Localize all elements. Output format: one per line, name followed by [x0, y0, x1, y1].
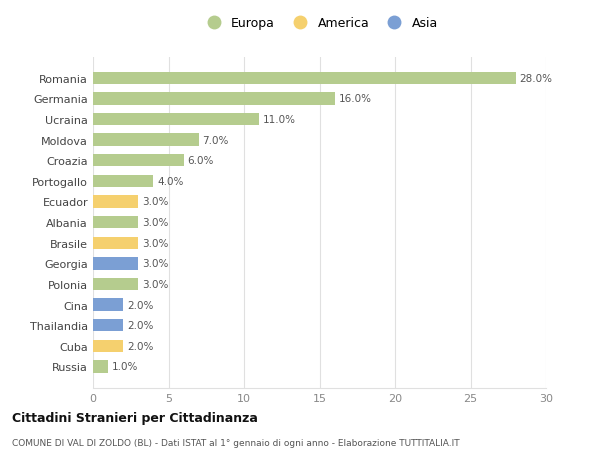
Bar: [93, 113, 259, 126]
Bar: [93, 93, 335, 105]
Bar: [93, 134, 199, 146]
Text: 3.0%: 3.0%: [142, 280, 169, 289]
Bar: [93, 196, 139, 208]
Bar: [93, 360, 108, 373]
Text: 3.0%: 3.0%: [142, 218, 169, 228]
Text: 11.0%: 11.0%: [263, 115, 296, 125]
Bar: [93, 217, 139, 229]
Bar: [93, 73, 516, 85]
Text: Cittadini Stranieri per Cittadinanza: Cittadini Stranieri per Cittadinanza: [12, 412, 258, 425]
Text: COMUNE DI VAL DI ZOLDO (BL) - Dati ISTAT al 1° gennaio di ogni anno - Elaborazio: COMUNE DI VAL DI ZOLDO (BL) - Dati ISTAT…: [12, 438, 460, 448]
Text: 1.0%: 1.0%: [112, 362, 138, 372]
Bar: [93, 257, 139, 270]
Text: 2.0%: 2.0%: [127, 300, 154, 310]
Text: 3.0%: 3.0%: [142, 238, 169, 248]
Text: 2.0%: 2.0%: [127, 341, 154, 351]
Text: 2.0%: 2.0%: [127, 320, 154, 330]
Text: 16.0%: 16.0%: [338, 94, 371, 104]
Text: 3.0%: 3.0%: [142, 259, 169, 269]
Text: 6.0%: 6.0%: [187, 156, 214, 166]
Bar: [93, 237, 139, 249]
Legend: Europa, America, Asia: Europa, America, Asia: [201, 17, 438, 30]
Bar: [93, 175, 154, 188]
Text: 3.0%: 3.0%: [142, 197, 169, 207]
Bar: [93, 319, 123, 332]
Text: 4.0%: 4.0%: [157, 176, 184, 186]
Text: 7.0%: 7.0%: [202, 135, 229, 146]
Bar: [93, 278, 139, 291]
Text: 28.0%: 28.0%: [520, 73, 553, 84]
Bar: [93, 299, 123, 311]
Bar: [93, 340, 123, 352]
Bar: [93, 155, 184, 167]
